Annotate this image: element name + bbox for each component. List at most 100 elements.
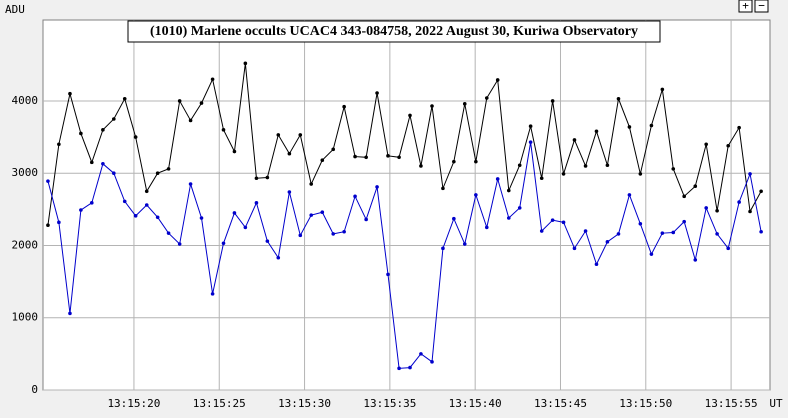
data-point: [375, 91, 379, 95]
data-point: [638, 221, 643, 226]
data-point: [671, 230, 676, 235]
data-point: [144, 189, 149, 194]
data-point: [649, 252, 654, 256]
data-point: [419, 164, 423, 168]
x-tick-label: 13:15:50: [619, 397, 672, 410]
data-point: [298, 133, 303, 137]
y-tick-label: 3000: [12, 166, 39, 179]
data-point: [627, 193, 632, 197]
data-point: [550, 218, 555, 222]
data-point: [122, 199, 127, 204]
data-point: [210, 77, 215, 82]
zoom-out-label[interactable]: −: [758, 0, 765, 12]
data-point: [155, 171, 160, 176]
data-point: [704, 142, 708, 147]
x-tick-label: 13:15:30: [278, 397, 331, 410]
data-point: [748, 209, 752, 214]
data-point: [594, 262, 599, 267]
data-point: [441, 246, 445, 251]
data-point: [276, 255, 281, 260]
data-point: [759, 229, 763, 234]
data-point: [144, 203, 149, 207]
data-point: [430, 104, 434, 108]
data-point: [133, 214, 138, 218]
data-point: [539, 229, 544, 233]
data-point: [89, 160, 94, 165]
data-point: [462, 102, 467, 106]
data-point: [495, 177, 500, 181]
data-point: [112, 171, 116, 176]
data-point: [726, 246, 730, 251]
data-point: [627, 125, 632, 129]
data-point: [397, 155, 401, 160]
data-point: [484, 225, 489, 230]
data-point: [101, 128, 105, 132]
data-point: [177, 242, 182, 246]
data-point: [309, 213, 314, 217]
data-point: [254, 201, 259, 205]
data-point: [188, 182, 193, 186]
grid: [43, 20, 770, 391]
data-point: [462, 242, 467, 246]
zoom-out-button[interactable]: −: [754, 0, 769, 13]
data-point: [386, 272, 390, 277]
data-point: [616, 232, 621, 236]
data-point: [79, 208, 83, 212]
data-point: [474, 193, 478, 197]
data-point: [57, 142, 61, 147]
x-tick-label: 13:15:25: [193, 397, 246, 410]
data-point: [221, 128, 226, 132]
data-point: [232, 149, 237, 154]
data-point: [397, 366, 401, 371]
data-point: [155, 215, 160, 220]
data-point: [68, 311, 72, 316]
data-point: [660, 231, 665, 235]
data-point: [353, 154, 357, 159]
zoom-in-button[interactable]: +: [738, 0, 753, 13]
data-point: [452, 216, 456, 221]
data-point: [605, 240, 610, 244]
plot-area: [42, 19, 771, 391]
data-point: [484, 96, 489, 100]
data-point: [265, 239, 270, 243]
y-tick-label: 4000: [12, 94, 39, 107]
data-point: [221, 241, 226, 246]
data-point: [539, 176, 544, 181]
data-point: [528, 140, 533, 144]
data-point: [550, 99, 555, 103]
data-point: [408, 113, 412, 118]
y-axis-label: ADU: [5, 3, 25, 16]
data-point: [287, 190, 292, 194]
data-point: [441, 186, 445, 191]
data-point: [693, 184, 698, 189]
x-axis-label: UT: [769, 397, 783, 410]
x-tick-label: 13:15:35: [363, 397, 416, 410]
data-point: [133, 135, 138, 139]
zoom-in-label[interactable]: +: [742, 0, 749, 12]
data-point: [517, 206, 522, 210]
data-point: [616, 96, 621, 101]
data-point: [101, 162, 105, 166]
data-point: [561, 220, 566, 225]
x-tick-label: 13:15:45: [534, 397, 587, 410]
data-point: [682, 194, 686, 199]
data-point: [715, 232, 719, 236]
data-point: [693, 258, 698, 262]
data-point: [199, 101, 204, 105]
data-point: [122, 96, 127, 101]
data-point: [495, 78, 500, 82]
data-point: [342, 229, 346, 234]
data-point: [759, 189, 763, 194]
data-point: [46, 223, 50, 228]
data-point: [572, 138, 577, 142]
data-point: [112, 117, 116, 121]
data-point: [671, 167, 676, 171]
data-point: [177, 99, 182, 103]
data-point: [232, 211, 237, 215]
data-point: [353, 194, 357, 199]
data-point: [506, 188, 511, 193]
data-point: [682, 219, 686, 224]
data-point: [528, 124, 533, 129]
series-line: [47, 63, 762, 226]
